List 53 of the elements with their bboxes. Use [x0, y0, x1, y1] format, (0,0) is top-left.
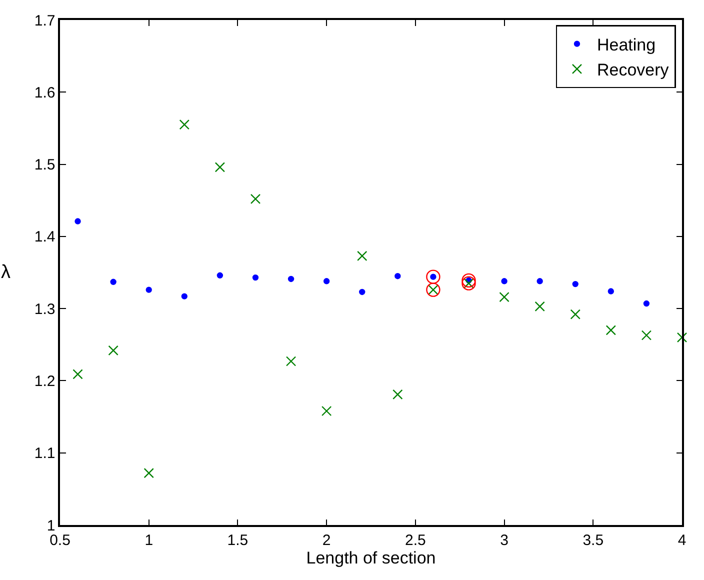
- point: [286, 356, 296, 366]
- point: [323, 278, 330, 284]
- point: [394, 273, 401, 280]
- y-tick-label: 1.5: [34, 156, 56, 174]
- point: [214, 162, 226, 172]
- x-tick-label: 1: [144, 532, 154, 549]
- point: [359, 288, 366, 296]
- point: [499, 292, 510, 302]
- y-axis-title: λ: [1, 262, 11, 283]
- point: [357, 250, 368, 262]
- point: [108, 345, 118, 356]
- point: [501, 278, 508, 284]
- y-tick-label: 1.2: [34, 372, 56, 390]
- x-tick-label: 0.5: [50, 532, 70, 549]
- point: [536, 278, 543, 284]
- point: [74, 218, 81, 224]
- point: [462, 273, 476, 288]
- point: [534, 301, 545, 312]
- x-tick-label: 2.5: [405, 532, 426, 549]
- point: [110, 278, 116, 285]
- point: [641, 330, 652, 340]
- point: [606, 325, 616, 336]
- y-tick-label: 1.6: [34, 84, 56, 102]
- y-tick-label: 1.1: [34, 445, 56, 462]
- x-tick-label: 3: [500, 532, 508, 549]
- point: [570, 309, 580, 320]
- x-axis-title: Length of section: [306, 548, 436, 568]
- point: [392, 389, 403, 400]
- point: [321, 406, 332, 416]
- point: [250, 194, 261, 204]
- point: [72, 369, 83, 380]
- point: [288, 276, 294, 282]
- point: [252, 274, 259, 281]
- x-tick-label: 4: [678, 532, 686, 549]
- legend-label: Recovery: [596, 60, 670, 80]
- point: [676, 332, 688, 343]
- y-tick-label: 1.3: [34, 300, 56, 318]
- x-tick-label: 3.5: [582, 532, 604, 549]
- legend-label: Heating: [596, 35, 656, 54]
- y-tick-label: 1: [46, 517, 56, 534]
- point: [426, 270, 440, 284]
- point: [146, 286, 152, 293]
- x-tick-label: 1.5: [227, 532, 248, 549]
- x-tick-label: 2: [322, 532, 331, 549]
- point: [643, 300, 650, 307]
- point: [179, 120, 190, 130]
- point: [608, 288, 614, 294]
- point: [572, 280, 578, 288]
- point: [144, 468, 154, 478]
- point: [216, 272, 224, 278]
- y-tick-label: 1.7: [34, 12, 56, 30]
- y-tick-label: 1.4: [34, 228, 56, 246]
- point: [181, 293, 188, 300]
